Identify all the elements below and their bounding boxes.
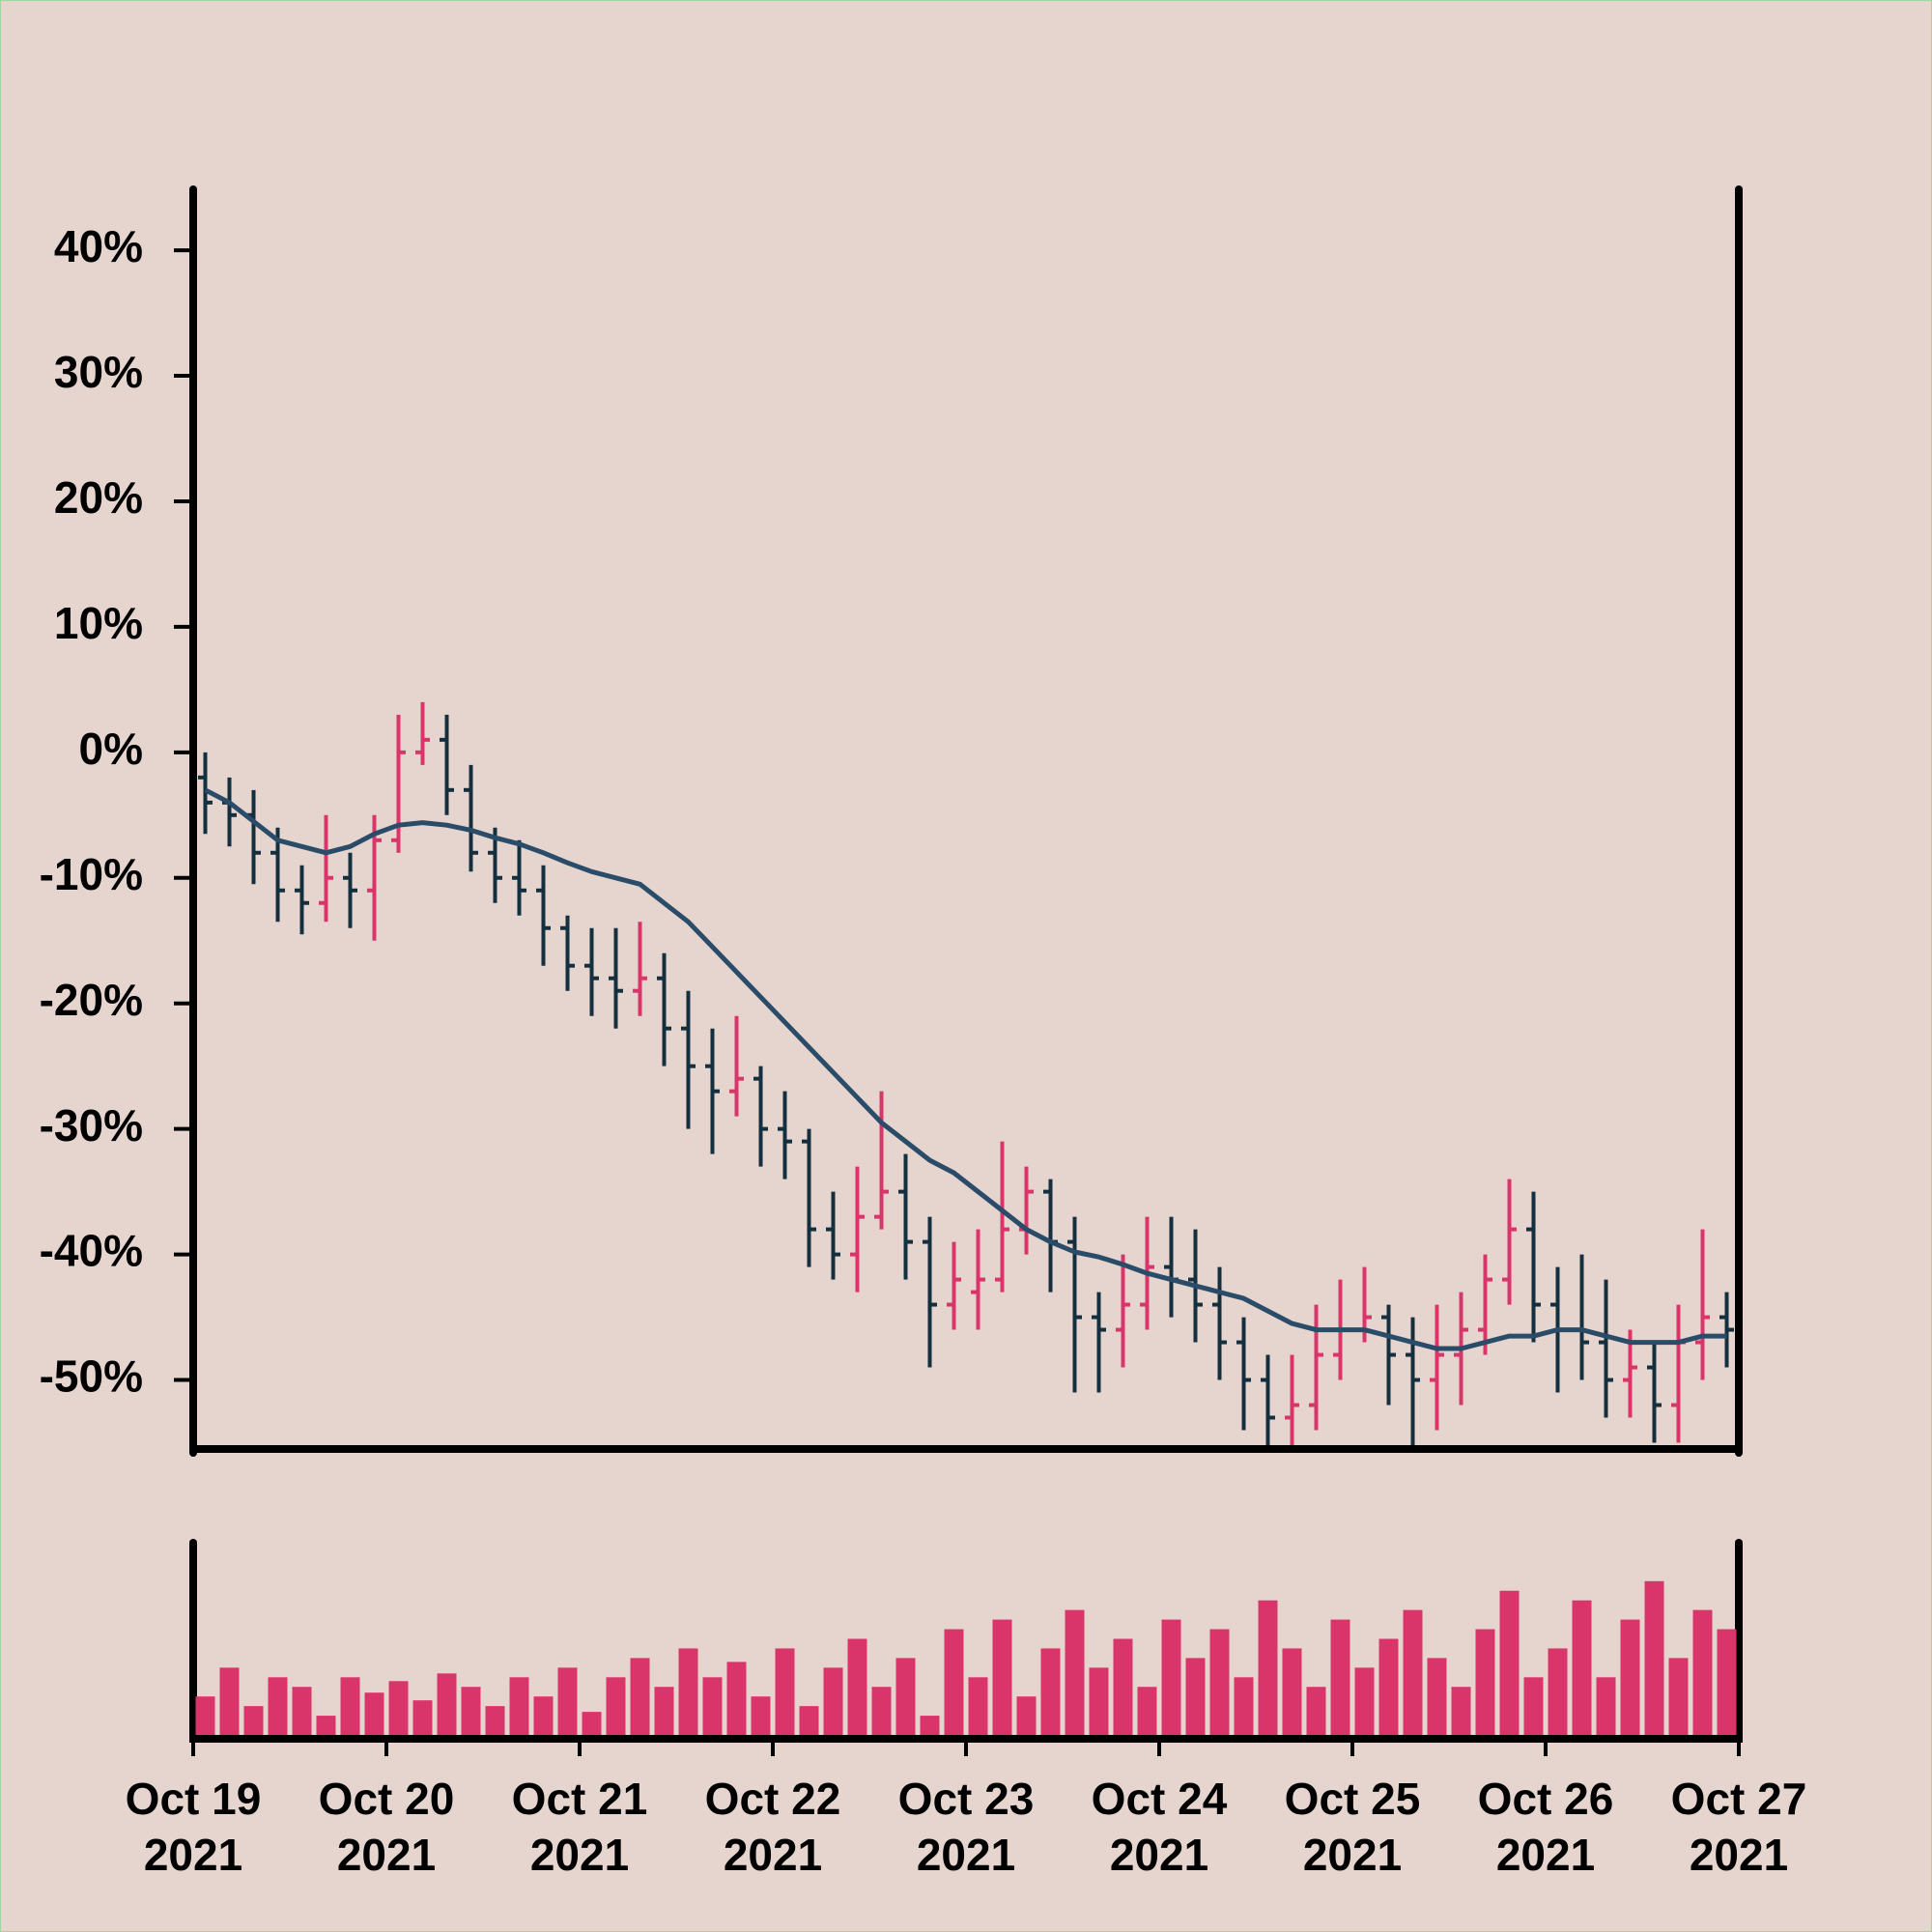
volume-bar <box>243 1706 264 1735</box>
y-tick-label: -30% <box>40 1100 143 1151</box>
volume-bar <box>485 1706 505 1735</box>
volume-bar <box>992 1619 1012 1735</box>
volume-bar <box>1499 1590 1520 1735</box>
volume-bar <box>1378 1638 1399 1735</box>
x-tick-label: Oct 23 2021 <box>898 1774 1035 1880</box>
y-tick-label: -10% <box>40 849 143 899</box>
volume-bar <box>340 1677 360 1735</box>
volume-bar <box>702 1677 723 1735</box>
volume-bar <box>292 1687 312 1735</box>
volume-bar <box>1065 1609 1085 1735</box>
volume-bar <box>1572 1600 1592 1735</box>
volume-bar <box>1403 1609 1423 1735</box>
volume-bar <box>1137 1687 1157 1735</box>
volume-bar <box>847 1638 867 1735</box>
volume-bar <box>1185 1658 1206 1735</box>
volume-bar <box>316 1716 336 1735</box>
volume-bar <box>219 1667 240 1735</box>
x-tick-label: Oct 25 2021 <box>1285 1774 1421 1880</box>
volume-bar <box>1717 1629 1737 1735</box>
y-tick-label: 40% <box>54 221 143 271</box>
x-tick-label: Oct 26 2021 <box>1478 1774 1614 1880</box>
volume-bar <box>1548 1648 1568 1735</box>
volume-bar <box>1596 1677 1616 1735</box>
volume-bar <box>437 1673 457 1735</box>
volume-bar <box>1258 1600 1278 1735</box>
y-tick-label: -40% <box>40 1226 143 1276</box>
volume-bar <box>726 1662 747 1735</box>
volume-bar <box>1644 1580 1664 1735</box>
volume-bar <box>895 1658 916 1735</box>
volume-bar <box>751 1696 771 1735</box>
volume-bar <box>1306 1687 1326 1735</box>
plot-area <box>198 701 1734 1449</box>
volume-bar <box>1089 1667 1109 1735</box>
x-tick-label: Oct 19 2021 <box>126 1774 262 1880</box>
volume-bar <box>461 1687 481 1735</box>
volume-bar <box>968 1677 988 1735</box>
y-tick-label: 30% <box>54 347 143 397</box>
volume-bar <box>268 1677 288 1735</box>
volume-bar <box>582 1712 602 1735</box>
volume-bar <box>678 1648 698 1735</box>
volume-bar <box>1282 1648 1302 1735</box>
volume-bar <box>1040 1648 1061 1735</box>
volume-bar <box>509 1677 529 1735</box>
y-tick-label: -50% <box>40 1351 143 1402</box>
volume-bar <box>799 1706 819 1735</box>
volume-bar <box>775 1648 795 1735</box>
volume-bar <box>1523 1677 1544 1735</box>
volume-bar <box>1209 1629 1230 1735</box>
volume-bar <box>1354 1667 1375 1735</box>
volume-bar <box>533 1696 554 1735</box>
volume-bar <box>1234 1677 1254 1735</box>
volume-bar <box>195 1696 215 1735</box>
volume-bar <box>871 1687 892 1735</box>
y-tick-label: 20% <box>54 472 143 523</box>
volume-bar <box>630 1658 650 1735</box>
x-tick-label: Oct 21 2021 <box>512 1774 648 1880</box>
moving-average-line <box>204 787 1727 1351</box>
x-tick-label: Oct 22 2021 <box>705 1774 841 1880</box>
volume-bar <box>388 1681 409 1735</box>
volume-bar <box>557 1667 578 1735</box>
volume-bar <box>1620 1619 1640 1735</box>
volume-bar <box>1692 1609 1713 1735</box>
y-tick-label: 10% <box>54 598 143 648</box>
volume-bar <box>1668 1658 1689 1735</box>
volume-bar <box>1475 1629 1495 1735</box>
x-tick-label: Oct 20 2021 <box>319 1774 455 1880</box>
volume-bar <box>364 1692 384 1735</box>
y-tick-label: -20% <box>40 975 143 1025</box>
y-tick-label: 0% <box>79 724 143 774</box>
volume-bar <box>823 1667 843 1735</box>
x-tick-label: Oct 27 2021 <box>1671 1774 1807 1880</box>
volume-bar <box>1330 1619 1350 1735</box>
volume-bar <box>654 1687 674 1735</box>
volume-bar <box>920 1716 940 1735</box>
volume-bar <box>606 1677 626 1735</box>
volume-bar <box>1161 1619 1181 1735</box>
volume-bar <box>944 1629 964 1735</box>
x-tick-label: Oct 24 2021 <box>1092 1774 1228 1880</box>
volume-bar <box>1451 1687 1471 1735</box>
volume-bar <box>1427 1658 1447 1735</box>
volume-bar <box>1113 1638 1133 1735</box>
volume-bar <box>412 1700 433 1735</box>
volume-bar <box>1016 1696 1037 1735</box>
